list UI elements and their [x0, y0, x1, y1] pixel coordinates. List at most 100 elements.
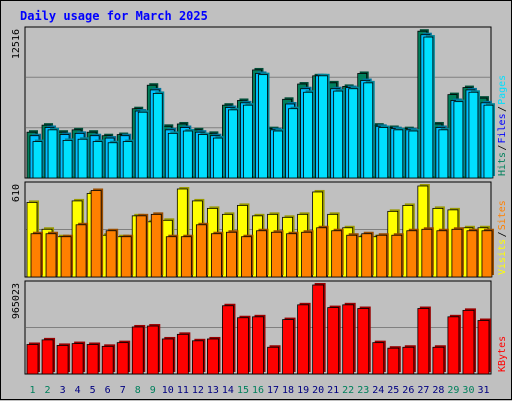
x-tick-label-day-23: 23 [357, 385, 369, 396]
bar-sites-day-26 [406, 230, 418, 278]
bar-sites-day-12 [195, 224, 207, 278]
x-tick-label-day-27: 27 [417, 385, 429, 396]
x-tick-label-day-12: 12 [192, 385, 204, 396]
legend-separator: / [497, 145, 508, 151]
x-tick-label-day-28: 28 [432, 385, 444, 396]
bar-sites-day-9 [150, 213, 162, 278]
bar-sites-day-23 [361, 233, 373, 278]
x-tick-label-day-6: 6 [105, 385, 111, 396]
bar-kbytes-day-14 [222, 305, 234, 375]
bar-sites-day-2 [45, 233, 57, 278]
legend-hits: Hits [497, 152, 508, 176]
bar-sites-day-22 [346, 234, 358, 278]
bar-kbytes-day-31 [477, 320, 490, 375]
bar-pages-day-15 [243, 104, 253, 179]
bar-pages-day-28 [438, 129, 449, 179]
y-max-label: 965023 [11, 283, 22, 319]
bar-sites-day-16 [256, 230, 267, 278]
bar-pages-day-8 [137, 111, 148, 179]
bar-kbytes-day-15 [237, 317, 249, 375]
legend-kbytes: KBytes [497, 336, 508, 372]
bar-sites-day-30 [466, 230, 478, 278]
bar-sites-day-8 [135, 215, 147, 278]
legend-separator: / [497, 231, 508, 237]
x-tick-label-day-8: 8 [135, 385, 141, 396]
bar-kbytes-day-20 [312, 284, 325, 375]
y-max-label: 12516 [11, 29, 22, 59]
legend-pages: Pages [497, 75, 508, 105]
x-tick-label-day-7: 7 [120, 385, 126, 396]
bar-sites-day-29 [451, 228, 463, 278]
x-tick-label-day-15: 15 [237, 385, 249, 396]
x-tick-label-day-22: 22 [342, 385, 354, 396]
bar-kbytes-day-6 [101, 345, 114, 375]
bar-pages-day-10 [167, 132, 178, 179]
bar-kbytes-day-23 [357, 308, 370, 375]
chart-title: Daily usage for March 2025 [20, 9, 208, 23]
x-tick-label-day-2: 2 [45, 385, 51, 396]
bar-pages-day-12 [197, 134, 208, 179]
bar-sites-day-28 [436, 230, 448, 278]
bar-pages-day-21 [333, 90, 344, 179]
bar-kbytes-day-21 [327, 307, 340, 375]
bar-sites-day-25 [391, 234, 403, 278]
bar-sites-day-13 [210, 233, 222, 278]
x-tick-label-day-26: 26 [402, 385, 414, 396]
bar-pages-day-3 [62, 140, 73, 179]
bar-kbytes-day-26 [402, 346, 415, 375]
bar-pages-day-9 [152, 93, 163, 179]
bar-sites-day-11 [180, 236, 192, 278]
bar-kbytes-day-7 [116, 342, 129, 375]
bar-sites-day-18 [286, 233, 297, 278]
bar-pages-day-24 [378, 127, 389, 179]
bar-kbytes-day-29 [447, 316, 460, 375]
bar-pages-day-18 [288, 108, 298, 179]
bar-kbytes-day-11 [176, 333, 189, 375]
bar-pages-day-16 [258, 74, 268, 179]
bar-kbytes-day-24 [372, 342, 385, 375]
bar-sites-day-17 [271, 231, 282, 278]
bar-pages-day-22 [348, 88, 359, 179]
bar-pages-day-14 [228, 109, 238, 179]
bar-sites-day-3 [60, 236, 72, 278]
bar-kbytes-day-5 [86, 344, 99, 375]
bar-sites-day-5 [90, 190, 102, 278]
bar-pages-day-17 [273, 130, 283, 179]
bar-kbytes-day-18 [282, 319, 294, 375]
x-tick-label-day-14: 14 [222, 385, 234, 396]
bar-kbytes-day-3 [56, 345, 69, 375]
bar-pages-day-31 [483, 104, 494, 179]
bar-sites-day-27 [421, 228, 433, 278]
bar-pages-day-29 [453, 101, 464, 179]
bar-kbytes-day-4 [71, 343, 84, 375]
bar-kbytes-day-17 [267, 346, 279, 375]
bar-kbytes-day-30 [462, 309, 475, 375]
y-max-label: 610 [11, 184, 22, 202]
bar-pages-day-2 [47, 129, 58, 179]
x-tick-label-day-19: 19 [297, 385, 309, 396]
x-tick-label-day-29: 29 [447, 385, 459, 396]
bar-kbytes-day-1 [26, 344, 39, 375]
bar-sites-day-31 [481, 230, 493, 278]
legend-sites: Sites [497, 200, 508, 230]
bar-pages-day-25 [393, 129, 404, 179]
bar-kbytes-day-19 [297, 304, 309, 375]
bar-pages-day-19 [303, 91, 313, 179]
x-tick-label-day-9: 9 [150, 385, 156, 396]
bar-sites-day-14 [226, 231, 237, 278]
legend-files: Files [497, 113, 508, 143]
x-tick-label-day-16: 16 [252, 385, 264, 396]
x-tick-label-day-10: 10 [162, 385, 174, 396]
bar-kbytes-day-10 [161, 338, 174, 375]
x-tick-label-day-31: 31 [477, 385, 489, 396]
bar-pages-day-30 [468, 91, 479, 179]
x-tick-label-day-13: 13 [207, 385, 219, 396]
bar-kbytes-day-16 [252, 316, 264, 375]
x-tick-label-day-18: 18 [282, 385, 294, 396]
x-tick-label-day-11: 11 [177, 385, 189, 396]
bar-sites-day-10 [165, 236, 177, 278]
x-tick-label-day-25: 25 [387, 385, 399, 396]
bar-pages-day-7 [122, 141, 133, 179]
bar-pages-day-13 [212, 137, 223, 179]
